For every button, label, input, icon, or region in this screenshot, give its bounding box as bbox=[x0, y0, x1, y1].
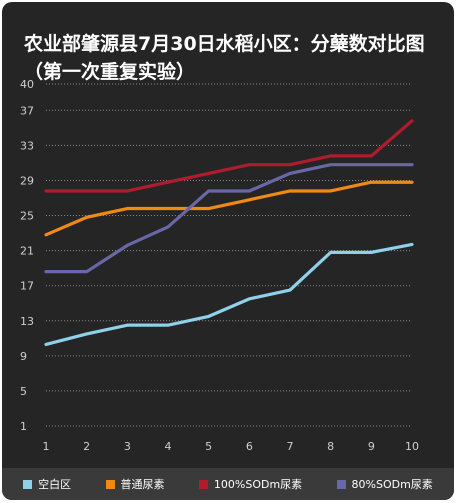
legend-item-1: 空白区 bbox=[23, 476, 71, 492]
y-tick-label: 1 bbox=[20, 420, 27, 433]
series-line-4 bbox=[44, 163, 414, 274]
series-line-1 bbox=[44, 242, 414, 347]
x-tick-label: 4 bbox=[165, 440, 172, 453]
x-tick-label: 6 bbox=[246, 440, 253, 453]
x-tick-label: 10 bbox=[405, 440, 419, 453]
legend-item-4: 80%SODm尿素 bbox=[336, 476, 433, 492]
y-tick-label: 29 bbox=[20, 174, 34, 187]
legend-label: 空白区 bbox=[38, 478, 72, 491]
y-tick-label: 5 bbox=[20, 385, 27, 398]
legend-label: 80%SODm尿素 bbox=[351, 478, 433, 491]
chart-title: 农业部肇源县7月30日水稻小区：分蘖数对比图（第一次重复实验） bbox=[24, 33, 425, 83]
y-tick-label: 40 bbox=[20, 78, 34, 91]
x-tick-label: 9 bbox=[368, 440, 375, 453]
y-tick-label: 33 bbox=[20, 139, 34, 152]
x-tick-label: 2 bbox=[83, 440, 90, 453]
y-tick-label: 37 bbox=[20, 104, 34, 117]
x-tick-label: 8 bbox=[327, 440, 334, 453]
line-chart: 1 5 9 13 17 21 25 29 33 37 40 1 2 3 4 5 6 7 8 9 10 bbox=[20, 78, 420, 453]
legend-swatch bbox=[23, 479, 33, 489]
grid-lines bbox=[46, 83, 412, 427]
x-tick-label: 3 bbox=[124, 440, 131, 453]
series-line-2 bbox=[44, 180, 414, 237]
y-tick-label: 25 bbox=[20, 210, 34, 223]
x-tick-label: 5 bbox=[205, 440, 212, 453]
y-tick-label: 21 bbox=[20, 245, 34, 258]
legend-swatch bbox=[105, 479, 115, 489]
x-axis-ticks: 1 2 3 4 5 6 7 8 9 10 bbox=[43, 440, 420, 453]
legend-swatch bbox=[198, 479, 208, 489]
y-tick-label: 9 bbox=[20, 350, 27, 363]
legend-label: 普通尿素 bbox=[120, 478, 165, 491]
y-tick-label: 13 bbox=[20, 315, 34, 328]
legend-item-3: 100%SODm尿素 bbox=[198, 476, 303, 492]
series-line-3 bbox=[44, 119, 414, 193]
legend: 空白区 普通尿素 100%SODm尿素 80%SODm尿素 bbox=[2, 468, 454, 500]
x-tick-label: 1 bbox=[43, 440, 50, 453]
series-lines bbox=[44, 119, 414, 347]
y-tick-label: 17 bbox=[20, 280, 34, 293]
chart-panel: 农业部肇源县7月30日水稻小区：分蘖数对比图（第一次重复实验） 1 5 9 13 17 2… bbox=[2, 2, 454, 500]
legend-swatch bbox=[336, 479, 346, 489]
x-tick-label: 7 bbox=[287, 440, 294, 453]
legend-item-2: 普通尿素 bbox=[105, 476, 165, 492]
y-axis-ticks: 1 5 9 13 17 21 25 29 33 37 40 bbox=[20, 78, 34, 433]
legend-label: 100%SODm尿素 bbox=[213, 478, 303, 491]
